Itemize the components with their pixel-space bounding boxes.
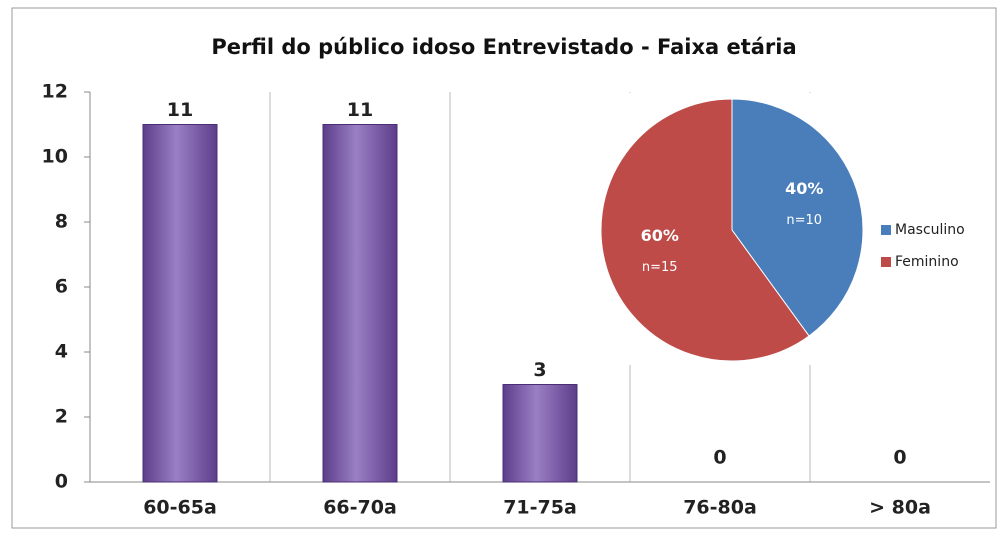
y-tick-label: 8 [55,211,68,233]
y-tick-label: 0 [55,471,68,493]
slice-label: 40% [785,179,823,198]
slice-label: 60% [641,226,679,245]
bar [322,124,398,483]
chart-title: Perfil do público idoso Entrevistado - F… [211,35,796,59]
data-label: 3 [533,359,546,381]
data-label: 11 [167,99,193,121]
data-label: 0 [893,447,906,469]
legend-swatch [881,225,891,235]
data-label: 0 [713,447,726,469]
x-tick-label: 60-65a [143,497,217,519]
pie-slice [731,98,864,337]
legend-label: Feminino [895,254,959,270]
slice-annotation: n=15 [642,260,678,275]
x-tick-label: 76-80a [683,497,757,519]
bar [142,124,218,483]
x-tick-label: 71-75a [503,497,577,519]
x-tick-label: 66-70a [323,497,397,519]
x-tick-label: > 80a [869,497,931,519]
data-label: 11 [347,99,373,121]
legend-label: Masculino [895,222,965,238]
y-tick-label: 2 [55,406,68,428]
y-tick-label: 10 [42,146,68,168]
y-tick-label: 4 [55,341,68,363]
pie-slice [600,98,810,362]
bar [502,384,578,483]
slice-annotation: n=10 [786,213,822,228]
y-tick-label: 12 [42,81,68,103]
legend-swatch [881,257,891,267]
y-tick-label: 6 [55,276,68,298]
